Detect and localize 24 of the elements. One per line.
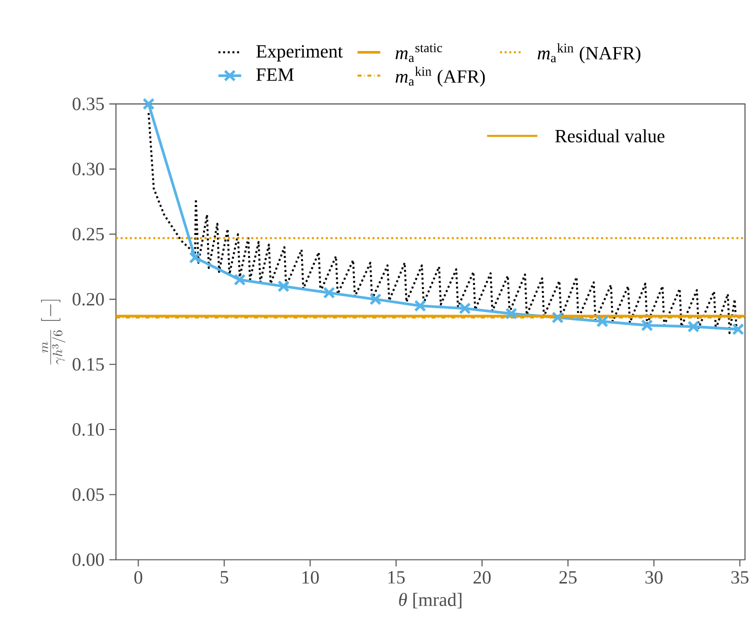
x-tick-label: 20 [474, 571, 491, 584]
legend-label: m$_{a}$static [396, 43, 442, 62]
x-tick-label: 5 [220, 571, 228, 584]
y-tick-label: 0.10 [72, 423, 104, 436]
y-tick-label: 0.30 [72, 162, 104, 176]
y-tick-label: 0.05 [72, 488, 104, 501]
legend-label: FEM [256, 68, 294, 81]
y-tick-label: 0.00 [72, 553, 104, 566]
legend-label: Residual value [555, 129, 664, 142]
y-tick-label: 0.15 [72, 358, 104, 371]
x-tick-label: 30 [645, 571, 663, 584]
y-tick-label: 0.25 [72, 228, 104, 240]
x-tick-label: 10 [302, 571, 319, 584]
y-tick-label: 0.35 [72, 98, 104, 110]
legend-label: m$_{a}$$^{kin}$ (NAFR) [538, 43, 640, 64]
x-tick-label: 15 [388, 571, 405, 584]
x-axis-title: θ [mrad] [399, 592, 462, 608]
legend-label: Experiment [256, 45, 343, 62]
legend-label: m$_{a}$$^{kin}$ (AFR) [396, 66, 485, 87]
x-tick-label: 35 [731, 571, 748, 584]
x-tick-label: 0 [134, 571, 142, 584]
y-axis-title: $\frac{m}{\gamma h^{3}/6}\;[\mathrm{-}]$ [41, 300, 66, 364]
x-tick-label: 25 [559, 571, 577, 584]
y-tick-label: 0.20 [72, 292, 104, 306]
